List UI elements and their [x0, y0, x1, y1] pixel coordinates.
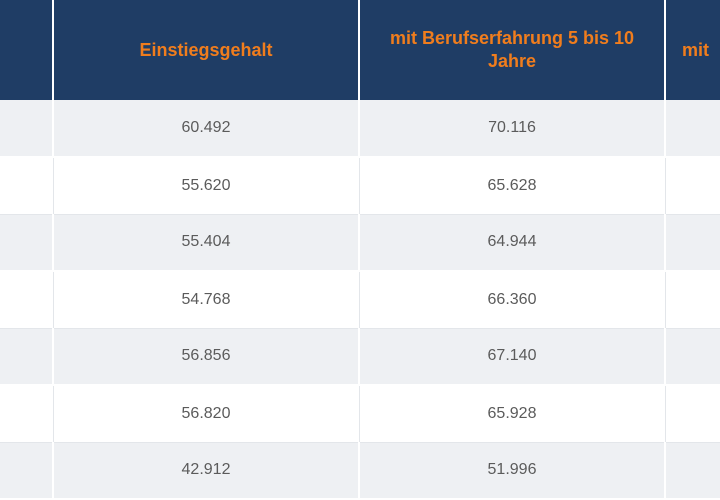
header-cell-label [0, 0, 54, 100]
table-cell-experience-more [665, 157, 720, 215]
header-cell-experience-more: mit [665, 0, 720, 100]
table-cell-experience-more [665, 385, 720, 443]
table-cell-entry-salary: 56.856 [53, 328, 360, 386]
table-row: 55.620 65.628 [0, 157, 720, 215]
table-cell-entry-salary: 42.912 [53, 442, 360, 500]
table-row: 60.492 70.116 [0, 100, 720, 158]
table-cell-experience-more [665, 328, 720, 386]
table-row: 42.912 51.996 [0, 442, 720, 500]
table-row: 56.856 67.140 [0, 328, 720, 386]
table-cell-label [0, 157, 54, 215]
table-cell-label [0, 214, 54, 272]
table-cell-experience-5-10: 65.928 [359, 385, 666, 443]
table-cell-label [0, 328, 54, 386]
table-cell-label [0, 271, 54, 329]
table-cell-entry-salary: 60.492 [53, 100, 360, 158]
table-cell-experience-more [665, 100, 720, 158]
table-cell-experience-more [665, 271, 720, 329]
table-cell-label [0, 385, 54, 443]
table-cell-entry-salary: 54.768 [53, 271, 360, 329]
table-cell-experience-5-10: 67.140 [359, 328, 666, 386]
table-cell-experience-5-10: 64.944 [359, 214, 666, 272]
table-row: 56.820 65.928 [0, 385, 720, 443]
table-cell-experience-more [665, 214, 720, 272]
table-cell-entry-salary: 55.620 [53, 157, 360, 215]
header-row: Einstiegsgehalt mit Berufserfahrung 5 bi… [0, 0, 720, 100]
header-cell-experience-5-10: mit Berufserfahrung 5 bis 10 Jahre [359, 0, 666, 100]
table-cell-experience-more [665, 442, 720, 500]
table-cell-entry-salary: 56.820 [53, 385, 360, 443]
table-cell-entry-salary: 55.404 [53, 214, 360, 272]
table-cell-experience-5-10: 65.628 [359, 157, 666, 215]
table-cell-label [0, 442, 54, 500]
header-cell-entry-salary: Einstiegsgehalt [53, 0, 360, 100]
table-cell-experience-5-10: 66.360 [359, 271, 666, 329]
table-row: 54.768 66.360 [0, 271, 720, 329]
table-cell-label [0, 100, 54, 158]
table-cell-experience-5-10: 51.996 [359, 442, 666, 500]
table-row: 55.404 64.944 [0, 214, 720, 272]
table-cell-experience-5-10: 70.116 [359, 100, 666, 158]
